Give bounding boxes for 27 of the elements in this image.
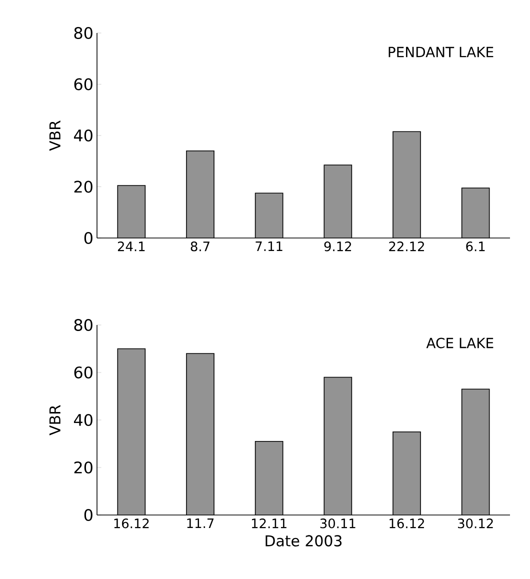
y-tick-label: 0 [84,232,92,244]
y-tick-label: 60 [74,366,92,379]
x-tick-label: 16.12 [114,518,149,528]
x-tick-label: 24.1 [118,242,145,252]
y-tick-label: 40 [74,129,92,142]
y-axis-title: VBR [49,120,60,151]
x-tick-label: 11.7 [187,518,214,528]
y-tick-label: 20 [74,180,92,193]
y-tick-label: 80 [74,26,92,40]
y-tick-label: 80 [74,318,92,332]
x-axis-title: Date 2003 [266,535,342,546]
x-tick-label: 6.1 [466,242,485,252]
y-axis-title: VBR [49,404,60,436]
y-tick-label: 0 [84,508,92,522]
text: ACE LAKE [426,338,494,348]
x-tick-label: 8.7 [190,242,210,252]
x-tick-label: 7.11 [256,242,282,251]
x-tick-label: 30.12 [458,518,493,528]
x-tick-label: 30.11 [320,518,356,528]
y-tick-label: 40 [74,414,92,426]
y-tick-label: 20 [74,461,92,474]
x-tick-label: 9.12 [324,242,352,252]
x-tick-label: 22.12 [389,242,424,252]
x-tick-label: 16.12 [390,518,424,528]
text: PENDANT LAKE [388,46,494,58]
x-tick-label: 12.11 [252,518,286,528]
y-tick-label: 60 [74,78,92,90]
